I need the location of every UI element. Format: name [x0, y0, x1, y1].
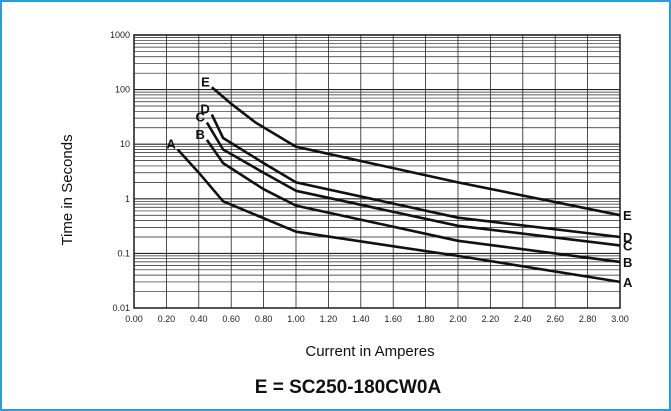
x-tick-label: 0.60 — [222, 314, 240, 324]
x-tick-label: 2.40 — [514, 314, 532, 324]
y-tick-label: 0.01 — [112, 303, 130, 313]
x-tick-label: 0.20 — [158, 314, 176, 324]
series-c-end-label: C — [623, 238, 633, 253]
y-tick-label: 10 — [120, 139, 130, 149]
series-e-end-label: E — [623, 208, 632, 223]
x-tick-label: 2.80 — [579, 314, 597, 324]
y-tick-label: 0.1 — [117, 248, 130, 258]
y-tick-label: 1000 — [110, 30, 130, 40]
x-tick-label: 2.00 — [449, 314, 467, 324]
x-tick-label: 1.00 — [287, 314, 305, 324]
tick-labels: 0.00 0.20 0.40 0.60 0.80 1.00 1.20 1.40 1.60 1.80… — [110, 30, 629, 324]
x-tick-label: 0.80 — [255, 314, 273, 324]
x-tick-label: 2.20 — [482, 314, 500, 324]
series-a-line — [176, 148, 621, 284]
y-tick-label: 100 — [115, 85, 130, 95]
x-tick-label: 1.40 — [352, 314, 370, 324]
x-tick-label: 0.00 — [125, 314, 143, 324]
x-tick-label: 1.80 — [417, 314, 435, 324]
plot-area — [133, 34, 621, 309]
series-d-start-label: D — [200, 101, 209, 116]
footer-part-number: E = SC250-180CW0A — [255, 377, 442, 398]
x-tick-label: 3.00 — [611, 314, 629, 324]
x-tick-label: 1.20 — [320, 314, 338, 324]
x-tick-label: 1.60 — [384, 314, 402, 324]
series-e-line — [210, 86, 621, 217]
series-c-start-label: C — [196, 109, 206, 124]
series-b-end-label: B — [623, 255, 632, 270]
x-tick-label: 2.60 — [546, 314, 564, 324]
x-tick-label: 0.40 — [190, 314, 208, 324]
y-tick-label: 1 — [125, 194, 130, 204]
y-axis-label: Time in Seconds — [59, 134, 76, 245]
series-b-start-label: B — [196, 127, 205, 142]
series-b-line — [205, 139, 621, 264]
series-c-line — [205, 121, 621, 247]
x-axis-label: Current in Amperes — [305, 343, 434, 360]
series-e-start-label: E — [201, 74, 210, 89]
series-a-start-label: A — [166, 136, 176, 151]
series-d-line — [210, 113, 621, 239]
series-d-end-label: D — [623, 230, 632, 245]
series-a-end-label: A — [623, 275, 633, 290]
